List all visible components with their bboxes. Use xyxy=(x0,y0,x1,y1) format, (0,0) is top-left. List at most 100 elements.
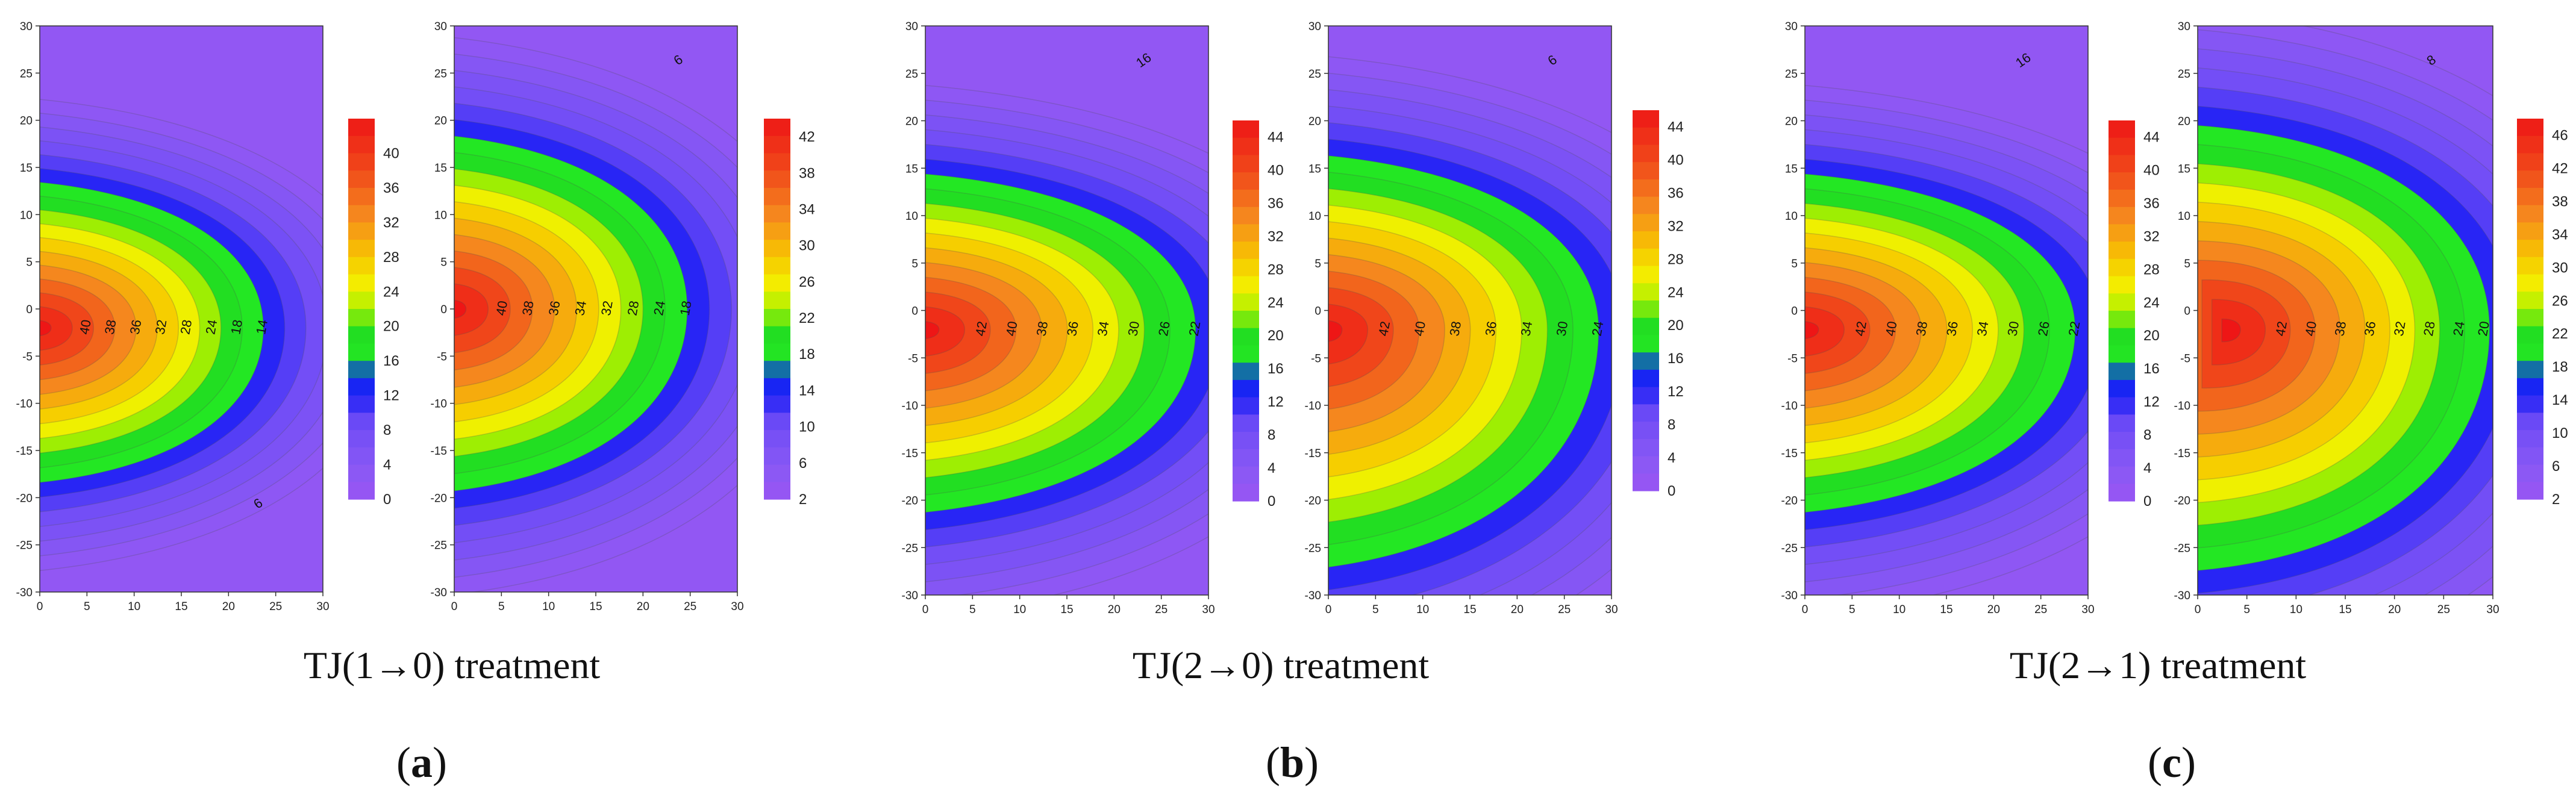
colorbar-tick-label: 6 xyxy=(2552,458,2560,475)
colorbar-segment xyxy=(1633,248,1659,267)
y-tick-label: -10 xyxy=(2174,400,2190,413)
y-tick-label: 10 xyxy=(20,209,33,222)
colorbar-segment xyxy=(348,222,375,240)
y-tick-label: 25 xyxy=(2178,68,2190,81)
y-tick-label: 20 xyxy=(20,115,33,128)
colorbar-segment xyxy=(348,170,375,189)
colorbar-segment xyxy=(764,309,790,327)
y-tick-label: 5 xyxy=(1315,258,1321,270)
colorbar-segment xyxy=(1633,335,1659,353)
contour-label: 20 xyxy=(2475,320,2492,337)
contour-label: 24 xyxy=(202,319,220,335)
caption-c: TJ(2→1) treatment xyxy=(2009,644,2307,687)
colorbar-tick-label: 16 xyxy=(2143,361,2160,377)
colorbar-tick-label: 42 xyxy=(799,129,815,145)
colorbar-segment xyxy=(2517,222,2543,240)
y-tick-label: 30 xyxy=(1308,20,1321,33)
colorbar-segment xyxy=(764,257,790,275)
colorbar-segment xyxy=(1633,110,1659,128)
contour-bands xyxy=(1805,26,2088,595)
colorbar-segment xyxy=(348,482,375,500)
contour-label: 42 xyxy=(1375,320,1393,337)
colorbar-segment xyxy=(348,119,375,137)
colorbar-tick-label: 40 xyxy=(383,145,399,161)
contour-label: 32 xyxy=(598,299,616,316)
y-tick-label: 0 xyxy=(1315,305,1321,318)
contour-level xyxy=(1328,320,1343,342)
colorbar-tick-label: 0 xyxy=(1268,493,1275,510)
y-tick-label: -10 xyxy=(1781,400,1798,413)
contour-label: 42 xyxy=(972,320,990,337)
colorbar-segment xyxy=(2517,447,2543,466)
contour-label: 40 xyxy=(1003,320,1021,337)
colorbar-segment xyxy=(1233,172,1259,190)
contour-label: 26 xyxy=(1155,320,1173,337)
colorbar-segment xyxy=(1633,456,1659,474)
colorbar-tick-label: 14 xyxy=(2552,392,2568,408)
y-tick-label: -30 xyxy=(902,590,918,602)
colorbar-segment xyxy=(2517,274,2543,292)
x-tick-label: 15 xyxy=(1940,603,1952,616)
y-tick-label: -5 xyxy=(2180,352,2190,365)
panel-letter-b: (b) xyxy=(1265,738,1319,787)
colorbar-tick-label: 24 xyxy=(1268,294,1284,311)
colorbar-segment xyxy=(1233,449,1259,467)
contour-label: 38 xyxy=(1446,320,1464,337)
contour-label: 24 xyxy=(1589,320,1607,337)
colorbar-segment xyxy=(2517,309,2543,327)
y-tick-label: 30 xyxy=(434,20,447,33)
colorbar-tick-label: 12 xyxy=(1668,384,1684,400)
colorbar-segment xyxy=(2109,466,2135,484)
contour-label: 34 xyxy=(572,299,589,316)
colorbar-segment xyxy=(764,187,790,206)
x-tick-label: 0 xyxy=(1802,603,1809,616)
contour-label: 34 xyxy=(1974,320,1992,337)
colorbar-segment xyxy=(1233,379,1259,398)
y-tick-label: -10 xyxy=(431,398,447,411)
contour-level xyxy=(925,321,940,340)
colorbar-segment xyxy=(2109,137,2135,156)
y-tick-label: -15 xyxy=(1305,447,1321,460)
y-tick-label: -10 xyxy=(1305,400,1321,413)
contour-label: 42 xyxy=(2272,320,2290,337)
y-tick-label: 30 xyxy=(905,20,918,33)
colorbar-segment xyxy=(1233,189,1259,208)
colorbar-segment xyxy=(764,153,790,171)
x-tick-label: 15 xyxy=(2339,603,2351,616)
colorbar-segment xyxy=(348,274,375,292)
y-tick-label: 15 xyxy=(1785,163,1798,175)
colorbar-segment xyxy=(1633,387,1659,405)
contour-bands xyxy=(1328,26,1612,595)
y-tick-label: 5 xyxy=(2184,258,2190,270)
contour-panel-b-2: 0 5 10 15 20 25 30 30 25 20 15 10 5 0 -5 -10 -15 -20 -25 -3… xyxy=(1305,20,1684,616)
y-tick-label: -25 xyxy=(2174,542,2190,555)
colorbar-segment xyxy=(764,274,790,292)
colorbar-segment xyxy=(764,395,790,413)
colorbar-segment xyxy=(2109,345,2135,363)
y-tick-label: 0 xyxy=(26,304,33,316)
colorbar-segment xyxy=(2109,363,2135,381)
contour-label: 24 xyxy=(651,299,668,316)
colorbar-segment xyxy=(348,136,375,154)
contour-panel-c-1: 0 5 10 15 20 25 30 30 25 20 15 10 5 0 -5 -10 -15 -20 -25 -3… xyxy=(1781,20,2160,616)
colorbar-tick-label: 38 xyxy=(799,165,815,181)
x-tick-label: 10 xyxy=(542,600,555,613)
x-tick-label: 15 xyxy=(175,600,187,613)
colorbar-segment xyxy=(1233,466,1259,484)
contour-level xyxy=(454,283,489,336)
colorbar-segment xyxy=(348,309,375,327)
contour-label: 32 xyxy=(152,319,170,335)
colorbar-segment xyxy=(1633,196,1659,214)
colorbar-segment xyxy=(2517,240,2543,258)
x-tick-label: 30 xyxy=(2486,603,2499,616)
colorbar-tick-label: 40 xyxy=(2143,162,2160,178)
x-tick-label: 5 xyxy=(84,600,90,613)
y-tick-label: -20 xyxy=(16,492,33,505)
colorbar-segment xyxy=(2109,172,2135,190)
colorbar-tick-label: 12 xyxy=(383,388,399,404)
contour-level xyxy=(40,306,73,351)
colorbar-tick-label: 46 xyxy=(2552,127,2568,143)
y-tick-label: -20 xyxy=(1781,495,1798,508)
colorbar-segment xyxy=(764,119,790,137)
contour-label: 38 xyxy=(1033,320,1051,337)
